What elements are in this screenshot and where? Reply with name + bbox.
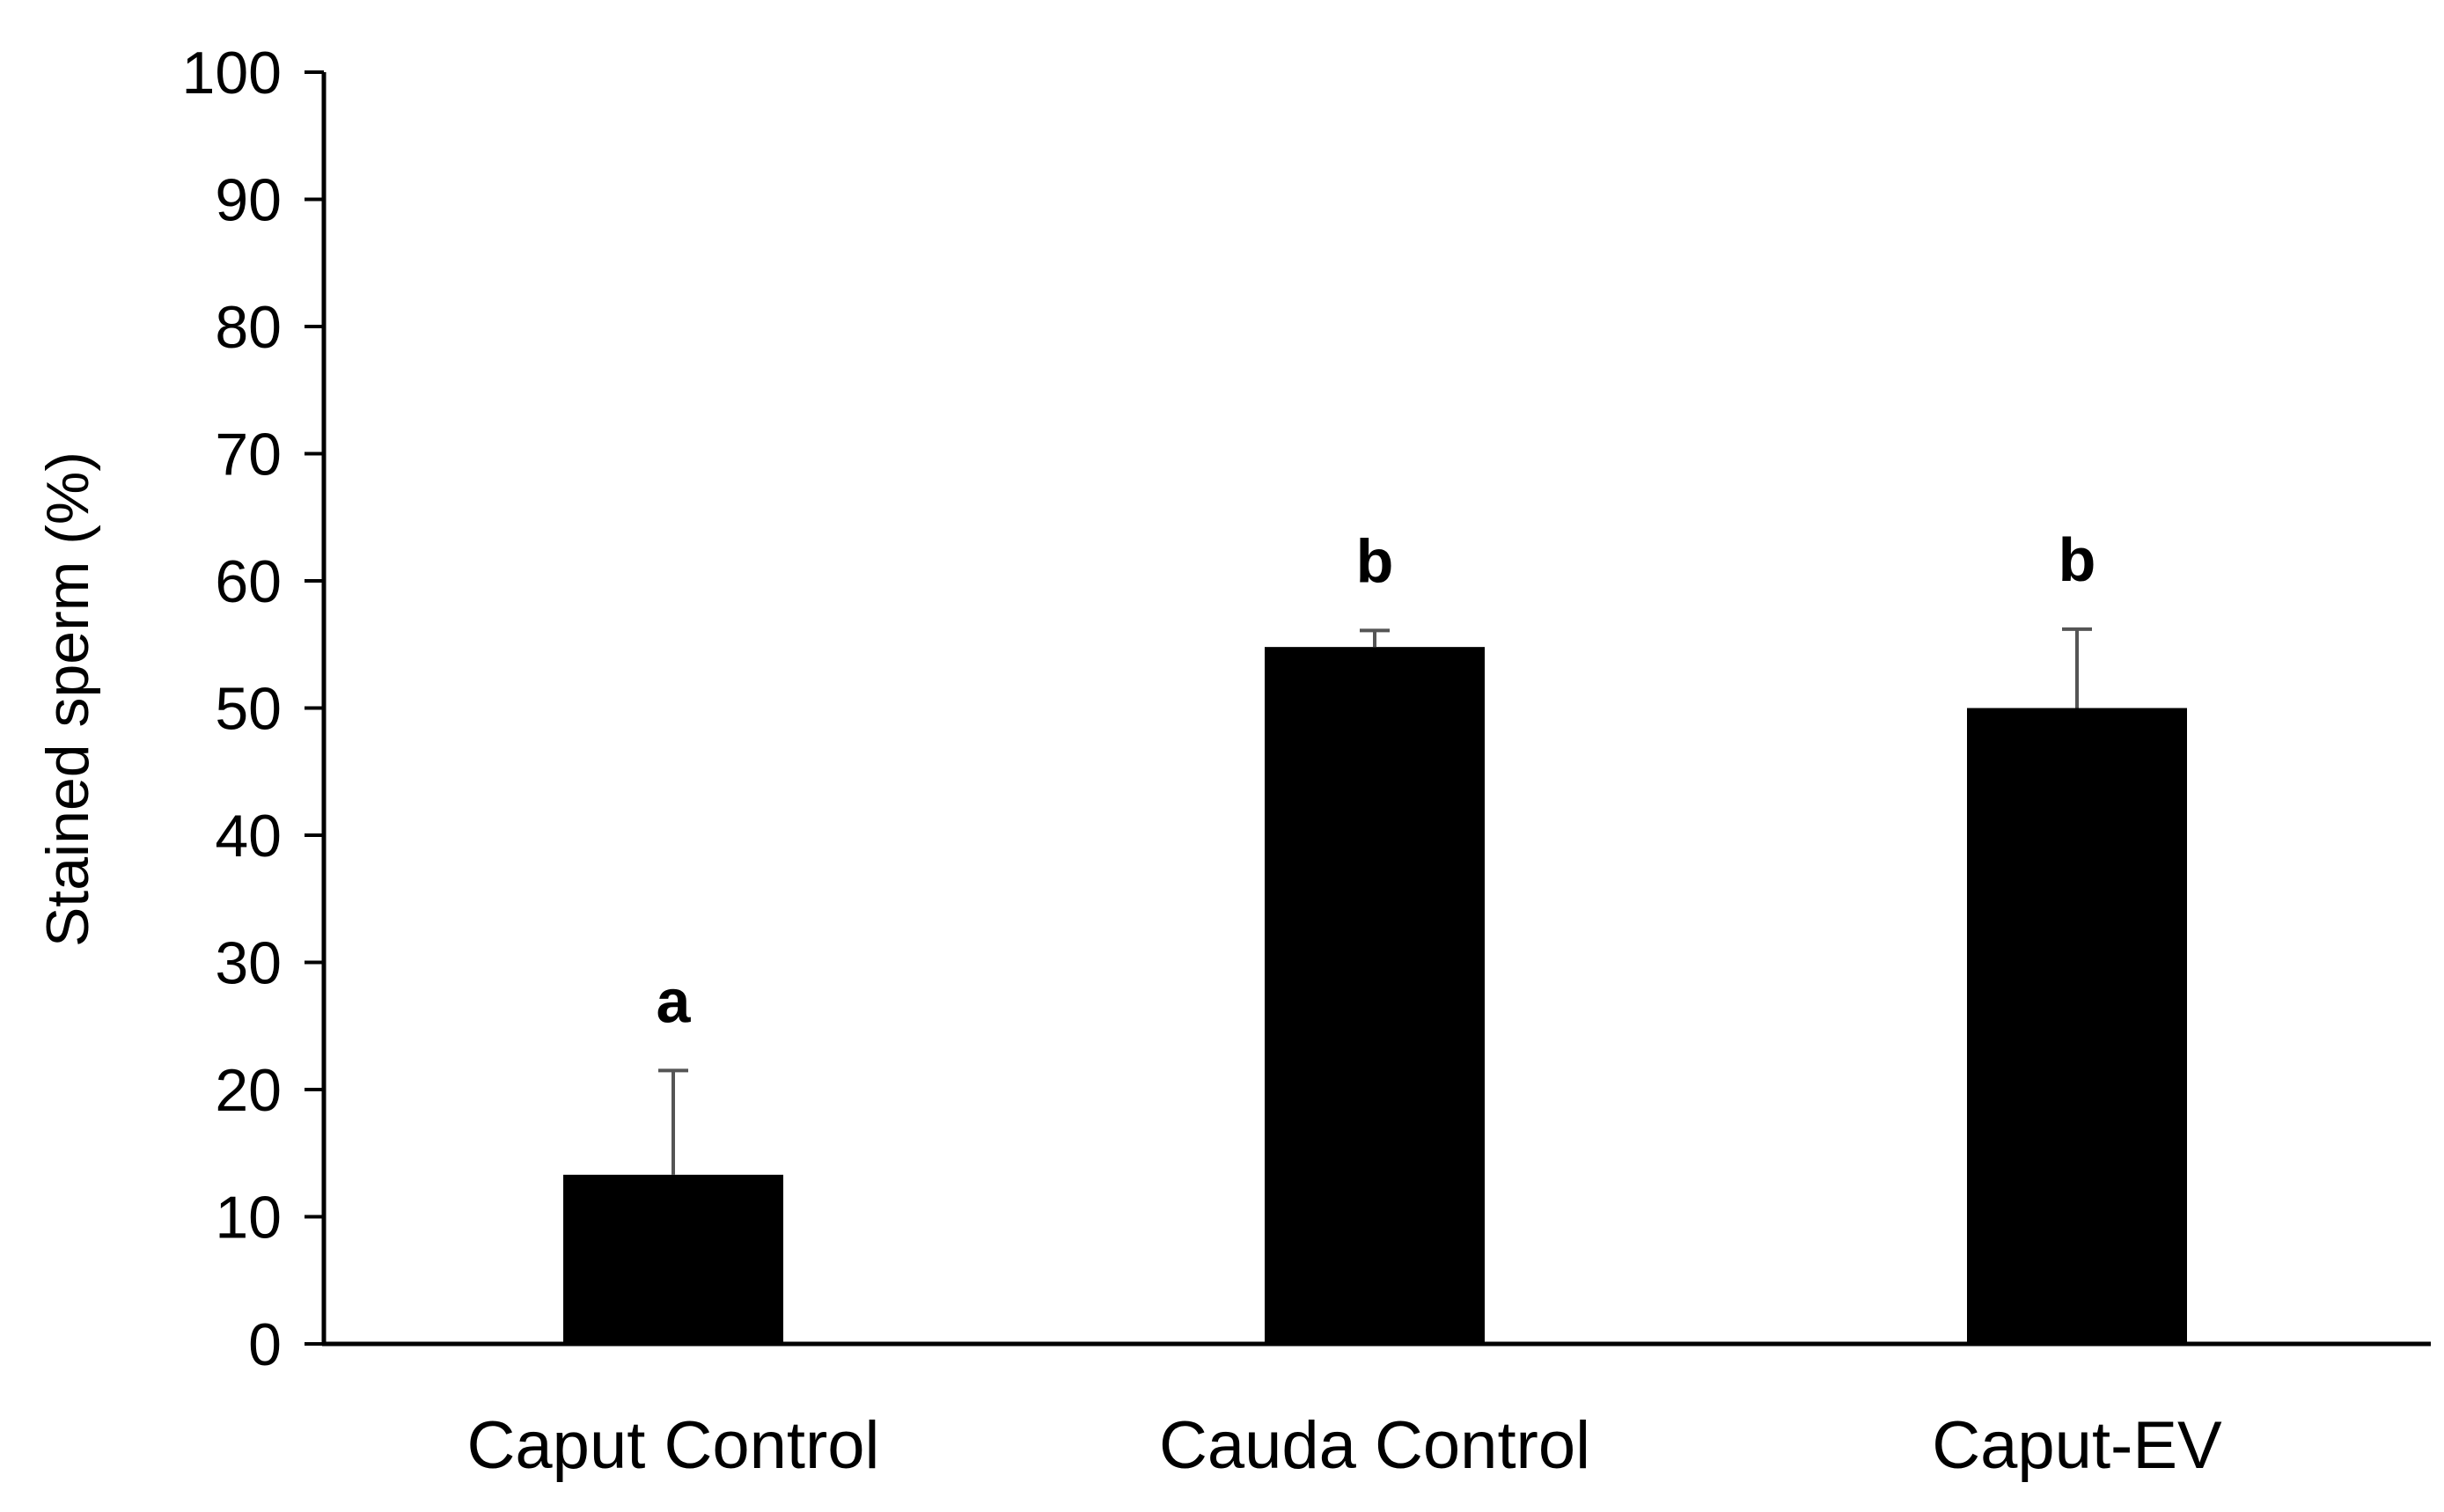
y-axis-ticks: 0 10 20 30 40 50 60 70 80 90 100 (182, 40, 324, 1378)
y-tick-label: 10 (215, 1185, 282, 1251)
x-axis-labels: Caput Control Cauda Control Caput-EV (467, 1408, 2223, 1483)
y-tick-label: 50 (215, 676, 282, 743)
significance-labels: a b b (657, 525, 2096, 1035)
y-tick-label: 60 (215, 548, 282, 615)
y-tick-label: 20 (215, 1057, 282, 1124)
y-tick-label: 0 (248, 1311, 282, 1378)
significance-label: a (657, 966, 692, 1035)
y-tick-label: 80 (215, 294, 282, 361)
x-category-label: Cauda Control (1159, 1408, 1590, 1483)
y-tick-label: 70 (215, 422, 282, 488)
bars (563, 647, 2187, 1344)
significance-label: b (2059, 525, 2096, 594)
y-tick-label: 100 (182, 40, 282, 106)
significance-label: b (1356, 526, 1394, 595)
y-tick-label: 30 (215, 930, 282, 997)
error-bars (658, 627, 2092, 1175)
x-category-label: Caput Control (467, 1408, 880, 1483)
y-axis-title: Stained sperm (%) (34, 451, 101, 947)
y-tick-label: 90 (215, 167, 282, 234)
axes (321, 72, 2431, 1347)
x-category-label: Caput-EV (1932, 1408, 2222, 1483)
y-tick-label: 40 (215, 803, 282, 870)
bar (1265, 647, 1485, 1344)
bar (563, 1174, 783, 1344)
bar (1967, 708, 2187, 1344)
